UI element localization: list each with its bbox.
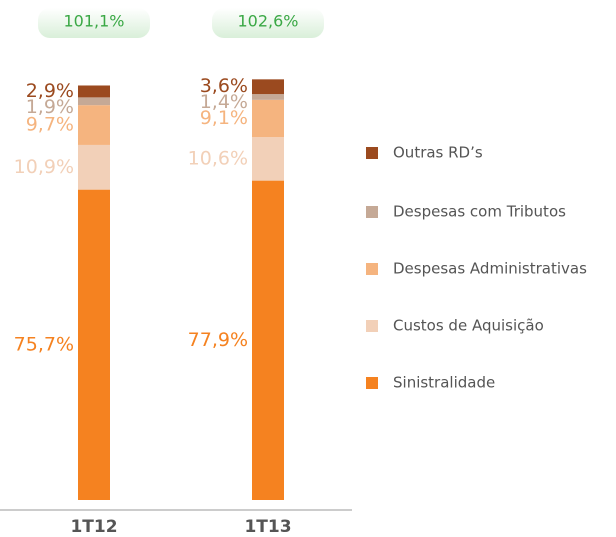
value-label: 77,9% bbox=[188, 329, 248, 351]
x-tick-label: 1T12 bbox=[70, 517, 117, 537]
legend-label: Despesas Administrativas bbox=[393, 260, 587, 278]
bar-segment bbox=[252, 99, 284, 138]
bar-segment bbox=[252, 137, 284, 181]
bar-segment bbox=[252, 180, 284, 501]
value-label: 75,7% bbox=[14, 333, 74, 355]
bar-segment bbox=[78, 85, 110, 98]
legend-swatch bbox=[366, 320, 378, 332]
value-label: 3,6% bbox=[200, 75, 248, 97]
legend-swatch bbox=[366, 206, 378, 218]
value-label: 1,4% bbox=[200, 91, 248, 113]
total-pill bbox=[212, 8, 324, 38]
total-label: 101,1% bbox=[63, 12, 124, 31]
legend-label: Despesas com Tributos bbox=[393, 203, 566, 221]
bar-segment bbox=[252, 79, 284, 95]
bar-segment bbox=[78, 97, 110, 106]
legend-label: Outras RD’s bbox=[393, 144, 483, 162]
value-label: 10,6% bbox=[188, 147, 248, 169]
legend-swatch bbox=[366, 263, 378, 275]
value-label: 9,7% bbox=[26, 114, 74, 136]
value-label: 9,1% bbox=[200, 107, 248, 129]
legend-label: Sinistralidade bbox=[393, 374, 495, 392]
bar-segment bbox=[252, 94, 284, 100]
bar-segment bbox=[78, 105, 110, 145]
legend-swatch bbox=[366, 377, 378, 389]
total-label: 102,6% bbox=[237, 12, 298, 31]
legend-swatch bbox=[366, 147, 378, 159]
x-tick-label: 1T13 bbox=[244, 517, 291, 537]
total-pill bbox=[38, 8, 150, 38]
value-label: 2,9% bbox=[26, 80, 74, 102]
bar-segment bbox=[78, 144, 110, 190]
value-label: 10,9% bbox=[14, 156, 74, 178]
value-label: 1,9% bbox=[26, 96, 74, 118]
legend-label: Custos de Aquisição bbox=[393, 317, 544, 335]
bar-segment bbox=[78, 189, 110, 500]
